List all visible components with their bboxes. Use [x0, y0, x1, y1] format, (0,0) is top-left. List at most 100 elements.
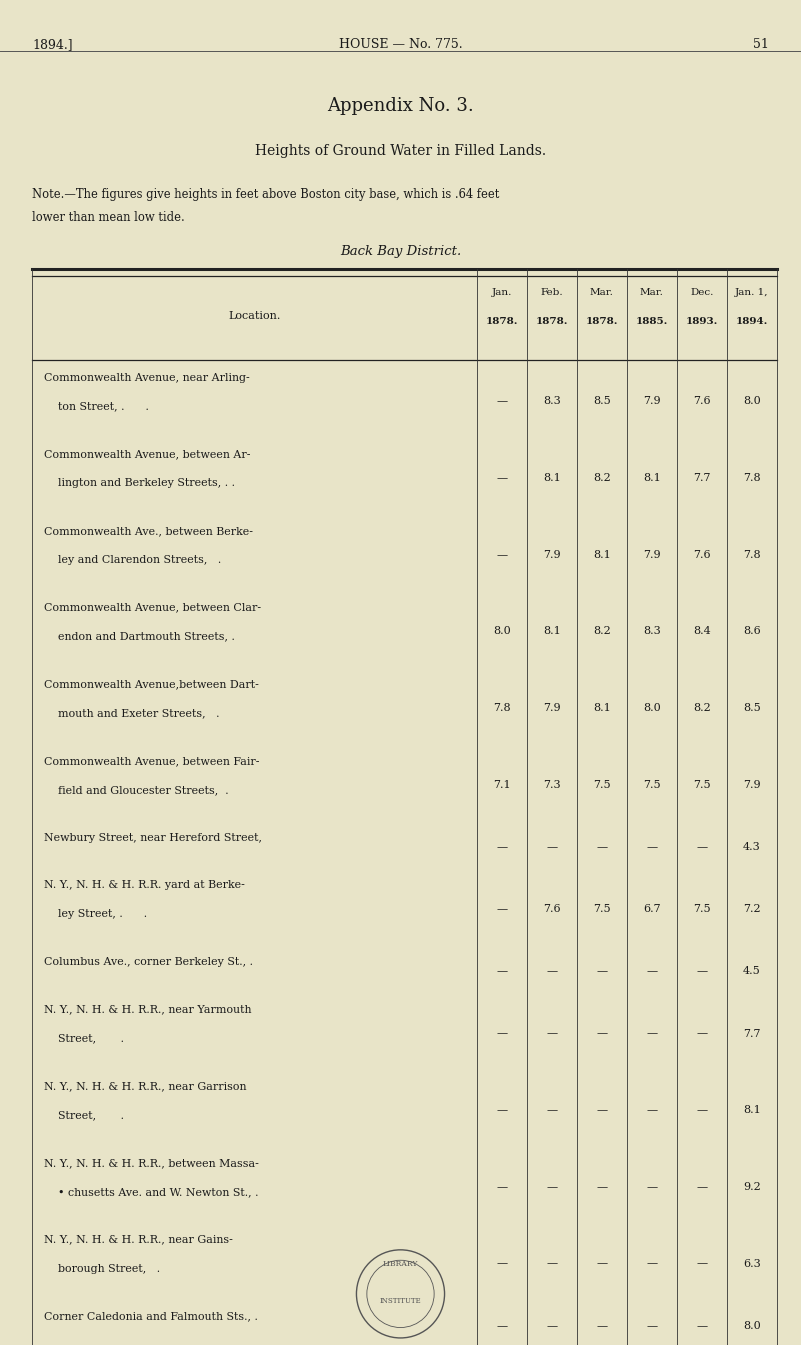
Text: Note.—The figures give heights in feet above Boston city base, which is .64 feet: Note.—The figures give heights in feet a…	[32, 188, 499, 202]
Text: borough Street,   .: borough Street, .	[58, 1263, 159, 1274]
Text: 1894.: 1894.	[736, 317, 768, 327]
Text: —: —	[546, 967, 557, 976]
Text: 1878.: 1878.	[586, 317, 618, 327]
Text: —: —	[546, 842, 557, 851]
Text: 8.5: 8.5	[593, 397, 610, 406]
Text: —: —	[596, 967, 607, 976]
Text: Jan. 1,: Jan. 1,	[735, 288, 769, 297]
Text: 8.1: 8.1	[743, 1106, 761, 1115]
Text: Jan.: Jan.	[492, 288, 512, 297]
Text: 7.3: 7.3	[543, 780, 561, 790]
Text: 6.7: 6.7	[643, 904, 661, 915]
Text: —: —	[596, 1321, 607, 1330]
Text: —: —	[646, 842, 658, 851]
Text: 8.1: 8.1	[593, 550, 610, 560]
Text: —: —	[696, 1182, 707, 1192]
Text: 7.9: 7.9	[643, 397, 661, 406]
Text: —: —	[546, 1321, 557, 1330]
Text: 7.9: 7.9	[543, 550, 561, 560]
Text: —: —	[496, 967, 507, 976]
Text: —: —	[496, 1321, 507, 1330]
Text: 7.7: 7.7	[693, 473, 710, 483]
Text: N. Y., N. H. & H. R.R., near Yarmouth: N. Y., N. H. & H. R.R., near Yarmouth	[44, 1005, 252, 1014]
Text: 8.2: 8.2	[693, 703, 710, 713]
Text: Commonwealth Avenue, between Fair-: Commonwealth Avenue, between Fair-	[44, 756, 260, 765]
Text: 8.1: 8.1	[593, 703, 610, 713]
Text: 7.6: 7.6	[693, 397, 710, 406]
Text: —: —	[546, 1106, 557, 1115]
Text: 4.3: 4.3	[743, 842, 761, 851]
Text: Heights of Ground Water in Filled Lands.: Heights of Ground Water in Filled Lands.	[255, 144, 546, 157]
Text: N. Y., N. H. & H. R.R., near Garrison: N. Y., N. H. & H. R.R., near Garrison	[44, 1081, 247, 1091]
Text: —: —	[696, 842, 707, 851]
Text: Feb.: Feb.	[541, 288, 563, 297]
Text: Mar.: Mar.	[640, 288, 664, 297]
Text: 8.1: 8.1	[543, 473, 561, 483]
Text: 7.7: 7.7	[743, 1029, 761, 1038]
Text: Corner Caledonia and Falmouth Sts., .: Corner Caledonia and Falmouth Sts., .	[44, 1311, 258, 1321]
Text: —: —	[596, 1259, 607, 1268]
Text: lington and Berkeley Streets, . .: lington and Berkeley Streets, . .	[58, 477, 235, 488]
Text: —: —	[696, 1029, 707, 1038]
Text: Commonwealth Avenue, between Ar-: Commonwealth Avenue, between Ar-	[44, 449, 251, 459]
Text: field and Gloucester Streets,  .: field and Gloucester Streets, .	[58, 784, 228, 795]
Text: —: —	[546, 1029, 557, 1038]
Text: Location.: Location.	[228, 311, 280, 320]
Text: —: —	[496, 1106, 507, 1115]
Text: 7.9: 7.9	[743, 780, 761, 790]
Text: —: —	[596, 842, 607, 851]
Text: Commonwealth Ave., between Berke-: Commonwealth Ave., between Berke-	[44, 526, 253, 535]
Text: Commonwealth Avenue, near Arling-: Commonwealth Avenue, near Arling-	[44, 373, 250, 382]
Text: 8.6: 8.6	[743, 627, 761, 636]
Text: 7.6: 7.6	[543, 904, 561, 915]
Text: 7.2: 7.2	[743, 904, 761, 915]
Text: 6.3: 6.3	[743, 1259, 761, 1268]
Text: 4.5: 4.5	[743, 967, 761, 976]
Text: 7.8: 7.8	[743, 473, 761, 483]
Text: —: —	[696, 1106, 707, 1115]
Text: 8.2: 8.2	[593, 473, 610, 483]
Text: 7.9: 7.9	[543, 703, 561, 713]
Text: 8.3: 8.3	[543, 397, 561, 406]
Text: —: —	[496, 550, 507, 560]
Text: Mar.: Mar.	[590, 288, 614, 297]
Text: —: —	[546, 1182, 557, 1192]
Text: —: —	[646, 1321, 658, 1330]
Text: Commonwealth Avenue, between Clar-: Commonwealth Avenue, between Clar-	[44, 603, 261, 612]
Text: ley Street, .      .: ley Street, . .	[58, 909, 147, 919]
Text: —: —	[596, 1106, 607, 1115]
Text: —: —	[646, 1029, 658, 1038]
Text: 7.5: 7.5	[643, 780, 661, 790]
Text: Street,       .: Street, .	[58, 1033, 123, 1044]
Text: 1878.: 1878.	[535, 317, 568, 327]
Text: N. Y., N. H. & H. R.R., near Gains-: N. Y., N. H. & H. R.R., near Gains-	[44, 1235, 233, 1244]
Text: mouth and Exeter Streets,   .: mouth and Exeter Streets, .	[58, 707, 219, 718]
Text: lower than mean low tide.: lower than mean low tide.	[32, 211, 185, 225]
Text: Appendix No. 3.: Appendix No. 3.	[327, 97, 474, 114]
Text: —: —	[496, 1029, 507, 1038]
Text: —: —	[496, 842, 507, 851]
Text: Street,       .: Street, .	[58, 1110, 123, 1120]
Text: —: —	[696, 1259, 707, 1268]
Text: 7.5: 7.5	[693, 904, 710, 915]
Text: endon and Dartmouth Streets, .: endon and Dartmouth Streets, .	[58, 631, 235, 642]
Text: 7.8: 7.8	[743, 550, 761, 560]
Text: 8.3: 8.3	[643, 627, 661, 636]
Text: —: —	[496, 1182, 507, 1192]
Text: ton Street, .      .: ton Street, . .	[58, 401, 148, 412]
Text: 1893.: 1893.	[686, 317, 718, 327]
Text: 8.4: 8.4	[693, 627, 710, 636]
Text: 7.5: 7.5	[593, 780, 610, 790]
Text: 1894.]: 1894.]	[32, 38, 73, 51]
Text: Back Bay District.: Back Bay District.	[340, 245, 461, 258]
Text: —: —	[546, 1259, 557, 1268]
Text: —: —	[696, 967, 707, 976]
Text: N. Y., N. H. & H. R.R., between Massa-: N. Y., N. H. & H. R.R., between Massa-	[44, 1158, 259, 1167]
Text: —: —	[496, 1259, 507, 1268]
Text: • chusetts Ave. and W. Newton St., .: • chusetts Ave. and W. Newton St., .	[58, 1186, 258, 1197]
Text: HOUSE — No. 775.: HOUSE — No. 775.	[339, 38, 462, 51]
Text: N. Y., N. H. & H. R.R. yard at Berke-: N. Y., N. H. & H. R.R. yard at Berke-	[44, 880, 245, 890]
Text: 8.2: 8.2	[593, 627, 610, 636]
Text: 1878.: 1878.	[485, 317, 518, 327]
Text: Commonwealth Avenue,between Dart-: Commonwealth Avenue,between Dart-	[44, 679, 259, 689]
